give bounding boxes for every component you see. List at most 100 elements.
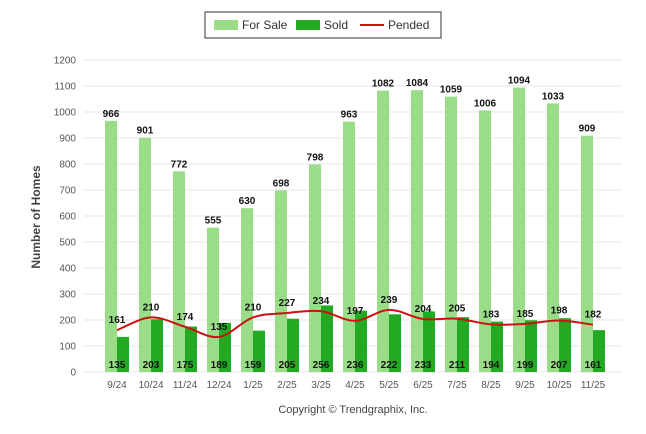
label-sold: 199: [517, 360, 534, 371]
x-axis: 9/24 10/24 11/24 12/24 1/25 2/25 3/25 4/25 5/25 6…: [107, 380, 605, 391]
x-tick-label: 3/25: [311, 380, 331, 391]
legend-swatch-sold: [296, 20, 320, 30]
x-tick-label: 1/25: [243, 380, 263, 391]
bar-for-sale: [411, 90, 423, 372]
label-pended: 205: [449, 304, 466, 315]
legend-label-for-sale: For Sale: [242, 18, 288, 32]
label-pended: 197: [347, 306, 364, 317]
label-pended: 183: [483, 309, 500, 320]
label-sold: 236: [347, 360, 364, 371]
y-tick-label: 800: [59, 160, 76, 171]
bar-for-sale: [581, 135, 593, 372]
label-for-sale: 1094: [508, 76, 531, 87]
bar-for-sale: [343, 121, 355, 373]
y-tick-label: 1200: [54, 56, 77, 67]
x-tick-label: 4/25: [345, 380, 365, 391]
x-tick-label: 9/25: [515, 380, 535, 391]
label-pended: 234: [313, 296, 330, 307]
label-for-sale: 909: [579, 124, 596, 135]
y-tick-label: 600: [59, 212, 76, 223]
bar-sold: [389, 314, 401, 372]
x-tick-label: 7/25: [447, 380, 467, 391]
x-tick-label: 12/24: [206, 380, 231, 391]
bar-for-sale: [547, 103, 559, 373]
y-tick-label: 0: [70, 368, 76, 379]
bar-sold: [593, 330, 605, 372]
bar-sold: [117, 336, 129, 372]
bars: [105, 87, 605, 373]
bar-for-sale: [479, 110, 491, 372]
label-for-sale: 901: [137, 126, 154, 137]
legend: For Sale Sold Pended: [204, 11, 442, 39]
label-sold: 207: [551, 360, 568, 371]
legend-label-sold: Sold: [324, 18, 348, 32]
label-pended: 204: [415, 304, 432, 315]
x-tick-label: 11/25: [581, 380, 606, 391]
label-sold: 222: [381, 360, 398, 371]
x-tick-label: 11/24: [173, 380, 198, 391]
label-sold: 159: [245, 360, 262, 371]
label-pended: 198: [551, 306, 568, 317]
pended-line: [116, 308, 594, 339]
bar-for-sale: [377, 90, 389, 373]
y-tick-label: 900: [59, 134, 76, 145]
y-tick-label: 1000: [54, 108, 77, 119]
x-tick-label: 10/25: [546, 380, 571, 391]
bar-for-sale: [105, 120, 117, 372]
bar-sold: [525, 320, 537, 372]
label-pended: 185: [517, 309, 534, 320]
y-tick-label: 300: [59, 290, 76, 301]
label-sold: 211: [449, 360, 466, 371]
label-sold: 205: [279, 360, 296, 371]
x-tick-label: 9/24: [107, 380, 127, 391]
label-for-sale: 963: [341, 110, 358, 121]
label-for-sale: 1006: [474, 98, 497, 109]
label-sold: 175: [177, 360, 194, 371]
bar-sold: [355, 310, 367, 372]
label-pended: 227: [279, 298, 296, 309]
legend-swatch-for-sale: [214, 20, 238, 30]
label-pended: 239: [381, 295, 398, 306]
bar-sold: [321, 305, 333, 372]
bar-sold: [287, 318, 299, 372]
label-sold: 161: [585, 360, 602, 371]
bar-for-sale: [275, 190, 287, 372]
bar-sold: [491, 321, 503, 372]
x-tick-label: 6/25: [413, 380, 433, 391]
bar-for-sale: [207, 227, 219, 372]
label-pended: 174: [177, 312, 194, 323]
label-for-sale: 966: [103, 109, 120, 120]
label-for-sale: 555: [205, 216, 222, 227]
pended-series-line: [116, 308, 594, 339]
y-tick-label: 500: [59, 238, 76, 249]
label-for-sale: 772: [171, 159, 188, 170]
bar-sold: [151, 319, 163, 372]
label-for-sale: 1059: [440, 85, 463, 96]
legend-label-pended: Pended: [388, 18, 429, 32]
label-sold: 256: [313, 360, 330, 371]
label-for-sale: 1084: [406, 78, 429, 89]
label-pended: 210: [143, 302, 160, 313]
bar-for-sale: [445, 96, 457, 372]
label-pended: 161: [109, 315, 126, 326]
y-tick-label: 100: [59, 342, 76, 353]
label-sold: 194: [483, 360, 500, 371]
y-axis: 0 100 200 300 400 500 600 700 800 900 1000 1100 1200: [54, 56, 77, 379]
label-for-sale: 1082: [372, 79, 395, 90]
label-sold: 135: [109, 360, 126, 371]
label-pended: 210: [245, 302, 262, 313]
bar-sold: [253, 330, 265, 372]
y-tick-label: 400: [59, 264, 76, 275]
label-sold: 189: [211, 360, 228, 371]
x-tick-label: 5/25: [379, 380, 399, 391]
label-pended: 135: [211, 322, 228, 333]
label-pended: 182: [585, 310, 602, 321]
label-for-sale: 1033: [542, 91, 565, 102]
bar-for-sale: [309, 164, 321, 372]
bar-sold: [185, 326, 197, 372]
bar-for-sale: [241, 208, 253, 372]
label-for-sale: 630: [239, 196, 256, 207]
legend-box: [204, 11, 442, 39]
data-labels: 966 135 901 203 772 175 555 189 630 159 698 205 798 2…: [103, 76, 602, 371]
